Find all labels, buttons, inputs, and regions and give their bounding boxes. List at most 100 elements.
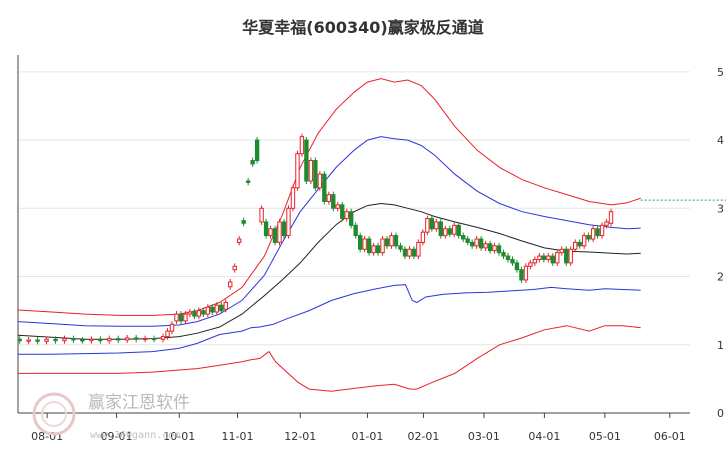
candle-body	[268, 228, 273, 237]
candle-body	[384, 238, 390, 247]
candle-body	[353, 224, 358, 237]
candle-body	[380, 238, 385, 254]
x-tick-label: 01-01	[351, 430, 383, 443]
candle-body	[237, 238, 242, 243]
candle-body	[402, 248, 408, 257]
watermark-brand: 赢家江恩软件	[88, 393, 190, 413]
candle-body	[174, 313, 179, 322]
candle-body	[326, 194, 331, 202]
candle-body	[178, 313, 184, 322]
series-line-2	[17, 136, 641, 327]
candle-body	[89, 338, 94, 342]
candle-body	[169, 323, 175, 332]
candle-body	[465, 238, 470, 243]
candle-body	[299, 136, 305, 155]
x-tick-label: 10-01	[163, 430, 195, 443]
candle-body	[241, 220, 246, 224]
candle-body	[98, 338, 103, 342]
y-tick-label: 4	[717, 134, 724, 147]
candle-body	[142, 338, 148, 341]
candle-body	[532, 258, 538, 264]
candle-body	[550, 255, 555, 264]
candle-body	[160, 336, 166, 340]
candle-body	[416, 241, 421, 257]
candle-body	[492, 245, 497, 252]
candle-body	[599, 224, 605, 237]
candle-body	[469, 241, 475, 247]
x-tick-label: 03-01	[468, 430, 500, 443]
candlesticks	[17, 133, 614, 345]
candle-body	[546, 255, 551, 260]
candle-body	[201, 310, 206, 315]
candle-body	[187, 311, 193, 315]
candle-body	[322, 173, 327, 202]
candle-body	[71, 338, 76, 341]
candle-body	[461, 235, 466, 240]
candle-body	[505, 255, 511, 260]
candle-body	[125, 337, 130, 341]
candle-body	[210, 306, 215, 313]
candle-body	[456, 224, 461, 237]
y-tick-label: 5	[717, 66, 724, 79]
candle-body	[398, 245, 403, 250]
candle-body	[116, 338, 121, 341]
candle-body	[487, 243, 493, 252]
candle-body	[438, 221, 443, 237]
candle-body	[483, 243, 488, 249]
candle-body	[357, 235, 363, 250]
candle-body	[581, 235, 587, 247]
candle-body	[308, 160, 314, 182]
candle-body	[80, 339, 85, 342]
x-tick-label: 02-01	[407, 430, 439, 443]
candle-body	[340, 204, 345, 220]
candle-body	[205, 306, 211, 315]
x-tick-label: 12-01	[284, 430, 316, 443]
candle-body	[366, 238, 372, 254]
candle-body	[26, 339, 31, 342]
series-line-4	[18, 284, 641, 355]
candle-body	[183, 313, 188, 322]
candle-body	[232, 265, 237, 271]
candle-body	[349, 211, 354, 226]
candle-body	[304, 139, 309, 182]
candle-body	[474, 238, 479, 247]
candle-body	[447, 228, 452, 235]
y-tick-label: 3	[717, 202, 724, 215]
candle-body	[133, 337, 139, 340]
candle-body	[478, 238, 484, 249]
candle-body	[371, 245, 376, 254]
candle-body	[196, 310, 202, 317]
candle-body	[295, 153, 300, 189]
candle-body	[420, 231, 426, 243]
candle-body	[555, 252, 560, 264]
candle-body	[362, 238, 367, 250]
x-tick-label: 05-01	[589, 430, 621, 443]
candle-body	[313, 160, 318, 189]
candle-body	[523, 265, 529, 281]
candle-body	[586, 235, 591, 240]
y-tick-label: 1	[717, 339, 724, 352]
candle-body	[411, 248, 417, 257]
candle-body	[375, 245, 381, 254]
grid	[18, 71, 690, 414]
candle-body	[219, 304, 224, 312]
candle-body	[434, 221, 439, 230]
candle-body	[250, 160, 255, 165]
candle-body	[281, 221, 287, 237]
candle-body	[254, 139, 260, 162]
candle-body	[165, 330, 170, 338]
x-tick-label: 06-01	[654, 430, 686, 443]
candle-body	[317, 173, 323, 189]
watermark-url: www.360gann.com	[90, 430, 180, 441]
candle-body	[514, 262, 520, 271]
candle-body	[443, 228, 448, 237]
candle-body	[564, 248, 569, 264]
candle-body	[528, 262, 533, 267]
candle-body	[407, 248, 412, 257]
candle-body	[272, 228, 278, 243]
candle-body	[17, 338, 22, 342]
x-tick-labels: 08-01 09-01 10-01 11-01 12-01 01-01 02-01 03-01…	[31, 430, 686, 443]
candle-body	[568, 248, 573, 264]
candle-body	[44, 338, 49, 342]
